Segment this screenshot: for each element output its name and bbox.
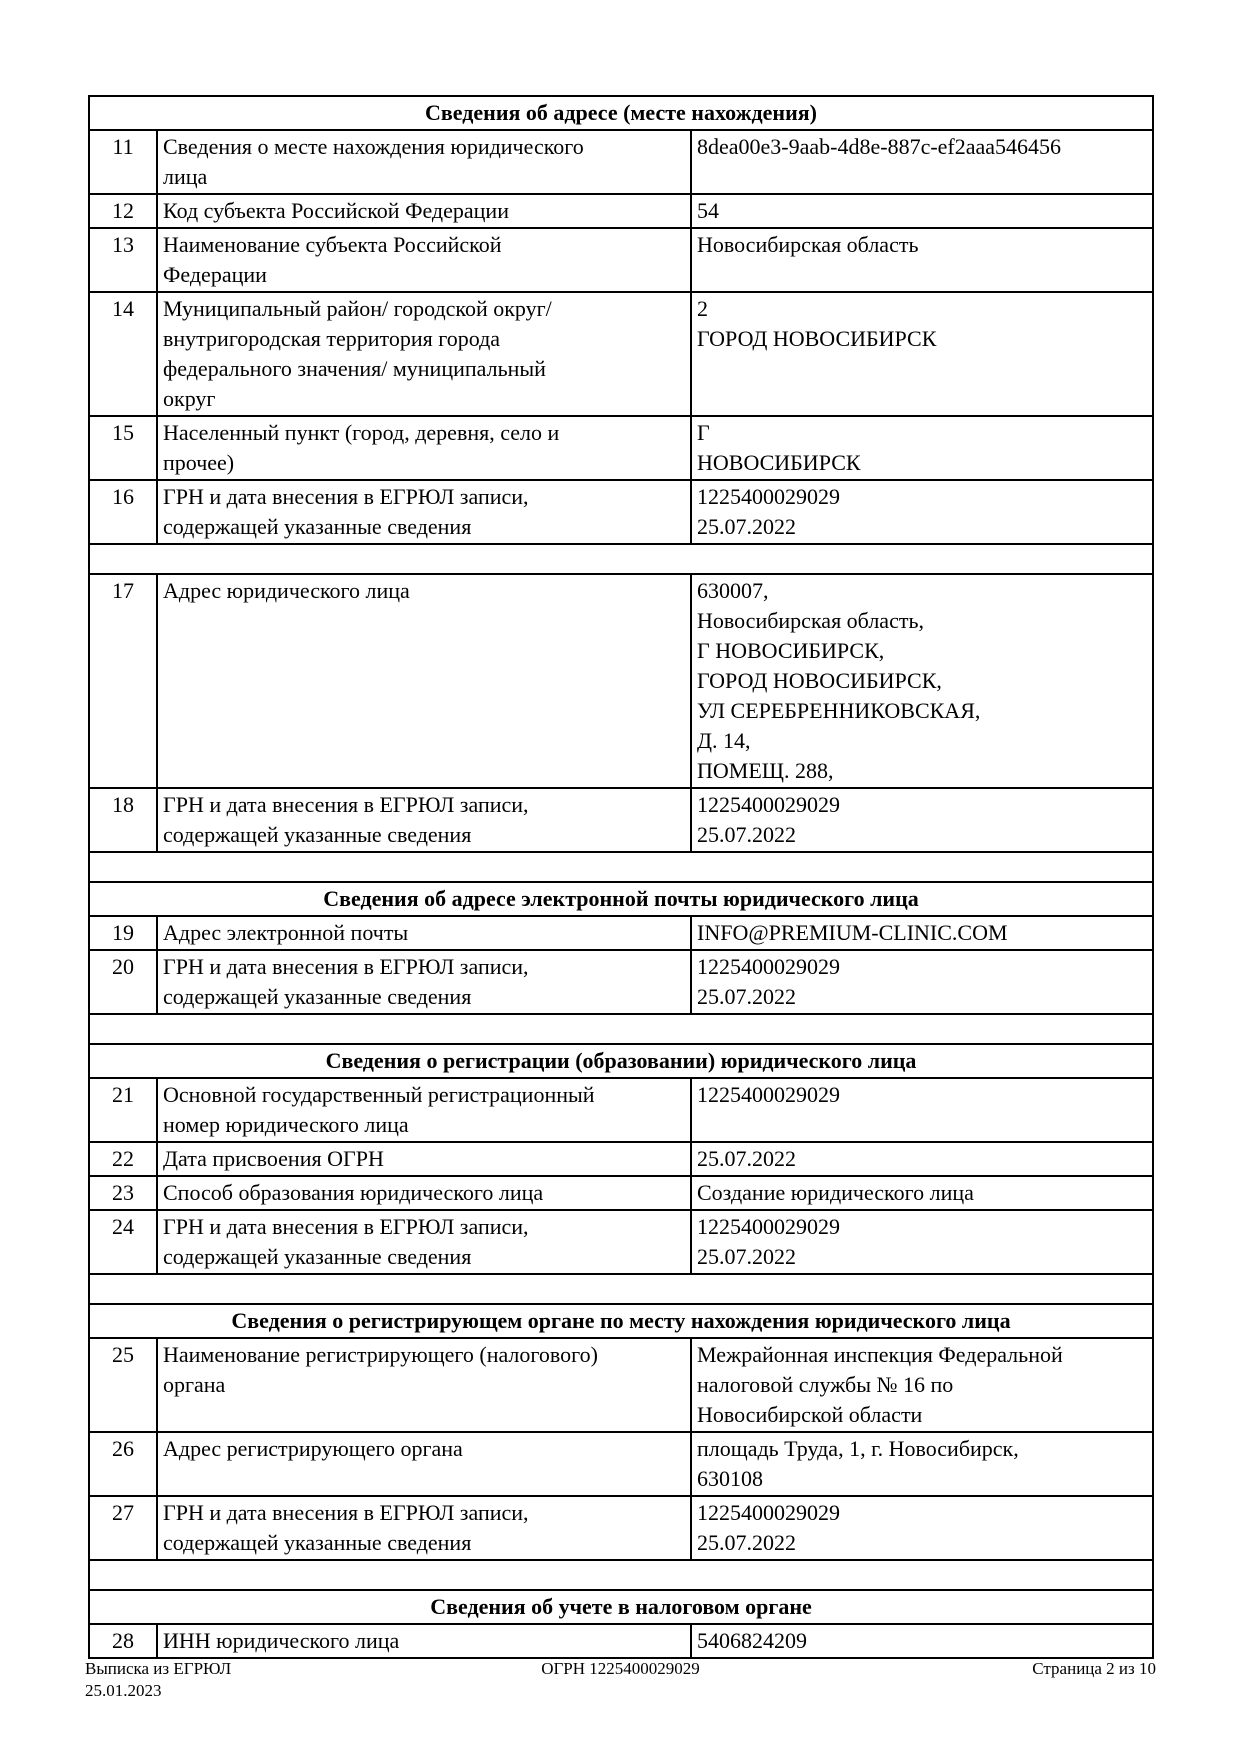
row-number-cell: 11 xyxy=(88,129,158,195)
row-number-cell: 27 xyxy=(88,1495,158,1561)
section-header-row-reg-authority: Сведения о регистрирующем органе по мест… xyxy=(87,1303,1155,1339)
table-row: 22 Дата присвоения ОГРН 25.07.2022 xyxy=(88,1141,1155,1177)
table-row: 16 ГРН и дата внесения в ЕГРЮЛ записи, с… xyxy=(88,479,1155,545)
section-title-registration: Сведения о регистрации (образовании) юри… xyxy=(87,1043,1155,1079)
row-value-cell: 54 xyxy=(689,193,1155,229)
row-value-cell: 1225400029029 25.07.2022 xyxy=(689,1495,1155,1561)
row-label-cell: Адрес юридического лица xyxy=(156,573,692,789)
spacer-cell xyxy=(87,1013,1155,1045)
table-row: 21 Основной государственный регистрацион… xyxy=(88,1077,1155,1143)
table-row: 23 Способ образования юридического лица … xyxy=(88,1175,1155,1211)
table-row: 25 Наименование регистрирующего (налогов… xyxy=(88,1337,1155,1433)
table-row: 11 Сведения о месте нахождения юридическ… xyxy=(88,129,1155,195)
row-value-cell: 1225400029029 25.07.2022 xyxy=(689,787,1155,853)
row-value-cell: Г НОВОСИБИРСК xyxy=(689,415,1155,481)
section-header-row-tax: Сведения об учете в налоговом органе xyxy=(87,1589,1155,1625)
page-footer: Выписка из ЕГРЮЛ 25.01.2023 ОГРН 1225400… xyxy=(85,1658,1156,1702)
footer-ogrn: ОГРН 1225400029029 xyxy=(541,1659,700,1678)
table-row: 17 Адрес юридического лица 630007, Новос… xyxy=(88,573,1155,789)
row-value-cell: 5406824209 xyxy=(689,1623,1155,1659)
row-label-cell: ГРН и дата внесения в ЕГРЮЛ записи, соде… xyxy=(156,787,692,853)
row-value-cell: 2 ГОРОД НОВОСИБИРСК xyxy=(689,291,1155,417)
row-value-cell: Межрайонная инспекция Федеральной налого… xyxy=(689,1337,1155,1433)
row-value-cell: 1225400029029 xyxy=(689,1077,1155,1143)
row-number-cell: 23 xyxy=(88,1175,158,1211)
section-header-row-email: Сведения об адресе электронной почты юри… xyxy=(87,881,1155,917)
egrul-extract-table: Сведения об адресе (месте нахождения) 11… xyxy=(87,95,1155,1659)
table-row: 12 Код субъекта Российской Федерации 54 xyxy=(88,193,1155,229)
row-label-cell: Код субъекта Российской Федерации xyxy=(156,193,692,229)
spacer-cell xyxy=(87,851,1155,883)
row-number-cell: 16 xyxy=(88,479,158,545)
row-number-cell: 18 xyxy=(88,787,158,853)
row-value-cell: Создание юридического лица xyxy=(689,1175,1155,1211)
row-value-cell: INFO@PREMIUM-CLINIC.COM xyxy=(689,915,1155,951)
row-label-cell: ГРН и дата внесения в ЕГРЮЛ записи, соде… xyxy=(156,479,692,545)
row-label-cell: Способ образования юридического лица xyxy=(156,1175,692,1211)
footer-date: 25.01.2023 xyxy=(85,1681,162,1700)
row-number-cell: 15 xyxy=(88,415,158,481)
row-value-cell: 1225400029029 25.07.2022 xyxy=(689,1209,1155,1275)
row-label-cell: Сведения о месте нахождения юридического… xyxy=(156,129,692,195)
spacer-row xyxy=(87,851,1155,883)
row-label-cell: Основной государственный регистрационный… xyxy=(156,1077,692,1143)
section-title-reg-authority: Сведения о регистрирующем органе по мест… xyxy=(87,1303,1155,1339)
row-number-cell: 17 xyxy=(88,573,158,789)
footer-page-indicator: Страница 2 из 10 xyxy=(1032,1659,1156,1678)
table-row: 24 ГРН и дата внесения в ЕГРЮЛ записи, с… xyxy=(88,1209,1155,1275)
row-label-cell: Дата присвоения ОГРН xyxy=(156,1141,692,1177)
row-value-cell: 25.07.2022 xyxy=(689,1141,1155,1177)
row-label-cell: ГРН и дата внесения в ЕГРЮЛ записи, соде… xyxy=(156,949,692,1015)
row-number-cell: 24 xyxy=(88,1209,158,1275)
row-number-cell: 12 xyxy=(88,193,158,229)
row-label-cell: Наименование регистрирующего (налогового… xyxy=(156,1337,692,1433)
row-value-cell: Новосибирская область xyxy=(689,227,1155,293)
table-row: 19 Адрес электронной почты INFO@PREMIUM-… xyxy=(88,915,1155,951)
row-label-cell: ГРН и дата внесения в ЕГРЮЛ записи, соде… xyxy=(156,1209,692,1275)
row-number-cell: 22 xyxy=(88,1141,158,1177)
row-label-cell: ГРН и дата внесения в ЕГРЮЛ записи, соде… xyxy=(156,1495,692,1561)
footer-left-block: Выписка из ЕГРЮЛ 25.01.2023 xyxy=(85,1658,442,1702)
row-label-cell: Муниципальный район/ городской округ/ вн… xyxy=(156,291,692,417)
spacer-cell xyxy=(87,1273,1155,1305)
footer-doc-type: Выписка из ЕГРЮЛ xyxy=(85,1659,232,1678)
spacer-row xyxy=(87,1559,1155,1591)
row-number-cell: 14 xyxy=(88,291,158,417)
table-row: 18 ГРН и дата внесения в ЕГРЮЛ записи, с… xyxy=(88,787,1155,853)
row-label-cell: Адрес электронной почты xyxy=(156,915,692,951)
table-row: 14 Муниципальный район/ городской округ/… xyxy=(88,291,1155,417)
row-number-cell: 19 xyxy=(88,915,158,951)
section-header-row-address: Сведения об адресе (месте нахождения) xyxy=(87,95,1155,131)
table-row: 28 ИНН юридического лица 5406824209 xyxy=(88,1623,1155,1659)
row-label-cell: Населенный пункт (город, деревня, село и… xyxy=(156,415,692,481)
section-title-tax: Сведения об учете в налоговом органе xyxy=(87,1589,1155,1625)
section-title-email: Сведения об адресе электронной почты юри… xyxy=(87,881,1155,917)
table-row: 13 Наименование субъекта Российской Феде… xyxy=(88,227,1155,293)
row-number-cell: 13 xyxy=(88,227,158,293)
section-title-address: Сведения об адресе (месте нахождения) xyxy=(87,95,1155,131)
row-number-cell: 25 xyxy=(88,1337,158,1433)
table-row: 15 Населенный пункт (город, деревня, сел… xyxy=(88,415,1155,481)
row-value-cell: 1225400029029 25.07.2022 xyxy=(689,949,1155,1015)
row-label-cell: Наименование субъекта Российской Федерац… xyxy=(156,227,692,293)
spacer-cell xyxy=(87,543,1155,575)
row-number-cell: 20 xyxy=(88,949,158,1015)
table-row: 26 Адрес регистрирующего органа площадь … xyxy=(88,1431,1155,1497)
row-value-cell: 1225400029029 25.07.2022 xyxy=(689,479,1155,545)
spacer-row xyxy=(87,543,1155,575)
row-number-cell: 21 xyxy=(88,1077,158,1143)
section-header-row-registration: Сведения о регистрации (образовании) юри… xyxy=(87,1043,1155,1079)
spacer-row xyxy=(87,1013,1155,1045)
row-label-cell: Адрес регистрирующего органа xyxy=(156,1431,692,1497)
row-number-cell: 28 xyxy=(88,1623,158,1659)
table-row: 27 ГРН и дата внесения в ЕГРЮЛ записи, с… xyxy=(88,1495,1155,1561)
spacer-cell xyxy=(87,1559,1155,1591)
row-value-cell: площадь Труда, 1, г. Новосибирск, 630108 xyxy=(689,1431,1155,1497)
spacer-row xyxy=(87,1273,1155,1305)
table-row: 20 ГРН и дата внесения в ЕГРЮЛ записи, с… xyxy=(88,949,1155,1015)
row-value-cell: 630007, Новосибирская область, Г НОВОСИБ… xyxy=(689,573,1155,789)
row-number-cell: 26 xyxy=(88,1431,158,1497)
row-value-cell: 8dea00e3-9aab-4d8e-887c-ef2aaa546456 xyxy=(689,129,1155,195)
row-label-cell: ИНН юридического лица xyxy=(156,1623,692,1659)
